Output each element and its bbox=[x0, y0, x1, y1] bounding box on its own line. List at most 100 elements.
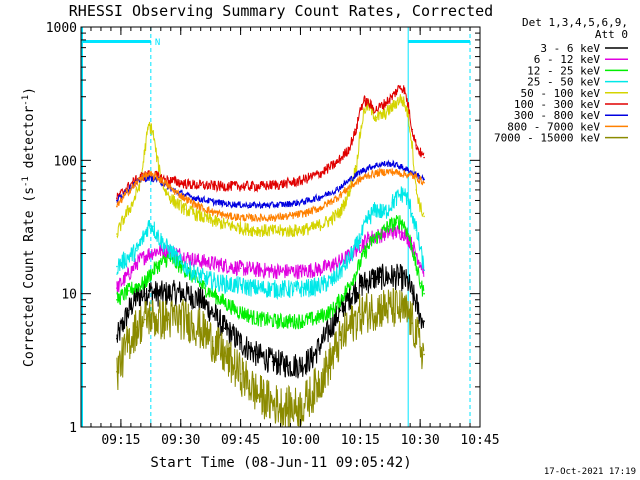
data-point bbox=[335, 262, 338, 265]
data-point bbox=[415, 144, 418, 146]
y-tick-label: 1000 bbox=[46, 21, 77, 36]
data-point bbox=[183, 197, 186, 199]
chart-title: RHESSI Observing Summary Count Rates, Co… bbox=[69, 2, 493, 20]
data-point bbox=[239, 267, 242, 270]
data-point bbox=[116, 370, 118, 373]
data-point bbox=[148, 177, 150, 179]
data-point bbox=[403, 102, 406, 104]
data-point bbox=[419, 315, 421, 317]
data-point bbox=[415, 265, 418, 268]
data-point bbox=[415, 176, 418, 178]
data-point bbox=[375, 108, 378, 111]
data-point bbox=[295, 288, 298, 291]
data-point bbox=[319, 268, 322, 270]
data-point bbox=[176, 181, 178, 183]
data-point bbox=[140, 177, 142, 179]
data-point bbox=[211, 340, 214, 343]
data-point bbox=[395, 222, 398, 224]
data-point bbox=[251, 229, 254, 231]
data-point bbox=[319, 207, 322, 209]
legend-label: 300 - 800 keV bbox=[514, 109, 600, 122]
data-point bbox=[148, 275, 150, 278]
data-point bbox=[203, 261, 206, 263]
data-point bbox=[367, 166, 370, 169]
data-point bbox=[156, 292, 158, 295]
data-point bbox=[407, 237, 410, 240]
data-point bbox=[279, 270, 282, 273]
data-point bbox=[355, 271, 358, 274]
data-point bbox=[335, 189, 338, 191]
data-point bbox=[144, 318, 146, 321]
data-point bbox=[219, 299, 222, 301]
data-point bbox=[411, 212, 414, 215]
data-point bbox=[172, 252, 174, 255]
data-point bbox=[399, 220, 402, 222]
series-25-50-kev bbox=[116, 186, 425, 301]
data-point bbox=[419, 345, 421, 348]
data-point bbox=[391, 163, 394, 165]
data-point bbox=[359, 237, 362, 240]
data-point bbox=[415, 252, 418, 255]
data-point bbox=[419, 262, 421, 264]
data-point bbox=[403, 192, 406, 194]
data-point bbox=[371, 111, 374, 113]
data-point bbox=[116, 337, 118, 340]
data-point bbox=[371, 106, 374, 109]
data-point bbox=[303, 212, 306, 215]
data-point bbox=[211, 311, 214, 314]
data-point bbox=[355, 165, 358, 168]
data-point bbox=[239, 185, 242, 187]
data-point bbox=[172, 199, 174, 202]
data-point bbox=[136, 284, 138, 287]
y-tick-label: 100 bbox=[54, 154, 77, 169]
data-point bbox=[347, 149, 350, 151]
legend-label: 50 - 100 keV bbox=[521, 87, 601, 100]
data-point bbox=[156, 176, 158, 178]
data-point bbox=[423, 178, 425, 181]
data-point bbox=[407, 233, 410, 235]
x-tick-label: 10:15 bbox=[341, 433, 380, 448]
data-point bbox=[156, 265, 158, 268]
data-point bbox=[375, 208, 378, 210]
data-point bbox=[375, 116, 378, 119]
data-point bbox=[407, 113, 410, 116]
data-point bbox=[375, 164, 378, 166]
x-axis-label: Start Time (08-Jun-11 09:05:42) bbox=[150, 455, 411, 471]
data-point bbox=[367, 217, 370, 219]
data-point bbox=[279, 183, 282, 186]
data-point bbox=[116, 205, 118, 208]
data-point bbox=[255, 353, 258, 356]
data-point bbox=[343, 292, 346, 295]
data-point bbox=[351, 292, 354, 295]
data-point bbox=[371, 239, 374, 242]
data-point bbox=[299, 364, 302, 367]
data-point bbox=[391, 171, 394, 173]
data-point bbox=[339, 211, 342, 213]
series-line bbox=[116, 263, 425, 379]
data-point bbox=[148, 123, 150, 126]
data-point bbox=[331, 309, 334, 312]
data-point bbox=[367, 102, 370, 104]
data-point bbox=[128, 309, 130, 312]
data-point bbox=[407, 199, 410, 202]
data-point bbox=[347, 194, 350, 196]
data-point bbox=[227, 203, 230, 205]
data-point bbox=[219, 263, 222, 266]
data-point bbox=[399, 308, 402, 311]
data-point bbox=[415, 302, 418, 304]
data-point bbox=[124, 215, 126, 218]
legend-label: 12 - 25 keV bbox=[527, 64, 600, 77]
data-point bbox=[219, 185, 222, 187]
data-point bbox=[343, 265, 346, 268]
data-point bbox=[211, 220, 214, 222]
data-point bbox=[247, 217, 250, 219]
data-point bbox=[331, 279, 334, 282]
data-point bbox=[180, 317, 182, 320]
data-point bbox=[423, 181, 425, 184]
data-point bbox=[144, 282, 146, 284]
data-point bbox=[359, 284, 362, 287]
data-point bbox=[128, 273, 130, 276]
data-point bbox=[128, 340, 130, 343]
data-point bbox=[339, 309, 342, 312]
